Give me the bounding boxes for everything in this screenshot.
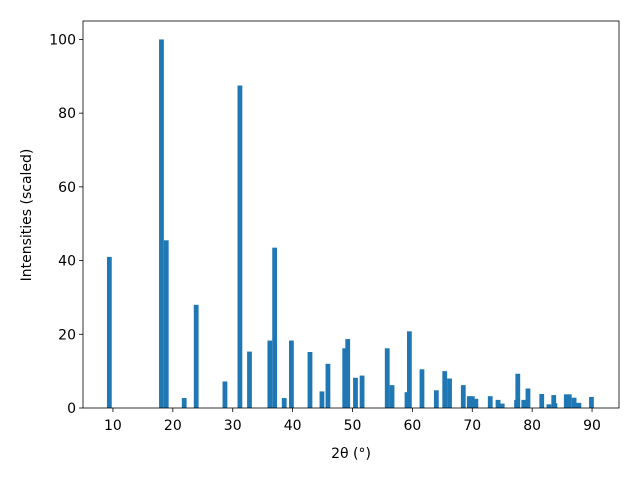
bar: [163, 240, 169, 408]
bar: [106, 256, 112, 408]
bar: [237, 85, 243, 408]
bar: [563, 394, 569, 408]
y-axis-label: Intensities (scaled): [19, 149, 35, 282]
bar: [267, 340, 273, 408]
bar: [442, 371, 448, 408]
bar: [406, 331, 412, 408]
bar: [281, 398, 287, 408]
bar: [521, 399, 527, 408]
x-tick-label: 90: [583, 418, 601, 434]
bar: [515, 373, 521, 408]
bar: [460, 385, 466, 408]
bar: [353, 377, 358, 408]
bar: [181, 398, 187, 408]
x-tick-label: 20: [164, 418, 182, 434]
bar: [384, 348, 390, 408]
y-tick-label: 40: [58, 254, 76, 270]
bar: [551, 395, 557, 408]
bar: [473, 398, 479, 408]
x-tick-label: 30: [224, 418, 242, 434]
bar: [525, 388, 531, 408]
bar: [325, 363, 331, 408]
bar: [539, 393, 545, 408]
y-tick-label: 80: [58, 106, 76, 122]
x-axis-label: 2θ (°): [331, 446, 371, 462]
bar: [289, 340, 294, 408]
bar: [546, 404, 552, 408]
bar: [419, 369, 425, 408]
x-tick-label: 70: [463, 418, 481, 434]
y-tick-label: 60: [58, 180, 76, 196]
bar: [307, 351, 313, 408]
bar: [159, 39, 164, 409]
y-tick-label: 0: [67, 401, 76, 417]
bar: [359, 375, 365, 408]
bar: [589, 396, 594, 408]
bar: [345, 339, 351, 408]
bar: [342, 348, 348, 408]
x-tick-label: 60: [403, 418, 421, 434]
bar: [487, 396, 493, 408]
y-tick-label: 100: [49, 32, 76, 48]
bar: [319, 391, 325, 408]
x-tick-label: 40: [284, 418, 302, 434]
bar: [469, 396, 475, 408]
bar: [389, 385, 395, 408]
y-tick-label: 20: [58, 327, 76, 343]
bar: [576, 402, 582, 408]
bar: [566, 394, 572, 408]
bar: [193, 304, 199, 408]
bar: [495, 399, 501, 408]
bar: [433, 390, 439, 408]
bar: [466, 396, 472, 408]
bar: [447, 378, 452, 408]
bar: [272, 247, 278, 408]
x-tick-label: 80: [523, 418, 541, 434]
plot-frame: [82, 20, 620, 409]
bar: [222, 381, 228, 408]
x-tick-label: 50: [344, 418, 362, 434]
bar: [552, 403, 558, 408]
bar: [247, 351, 252, 408]
bar: [571, 397, 577, 408]
bar: [499, 403, 505, 408]
x-tick-label: 10: [104, 418, 122, 434]
